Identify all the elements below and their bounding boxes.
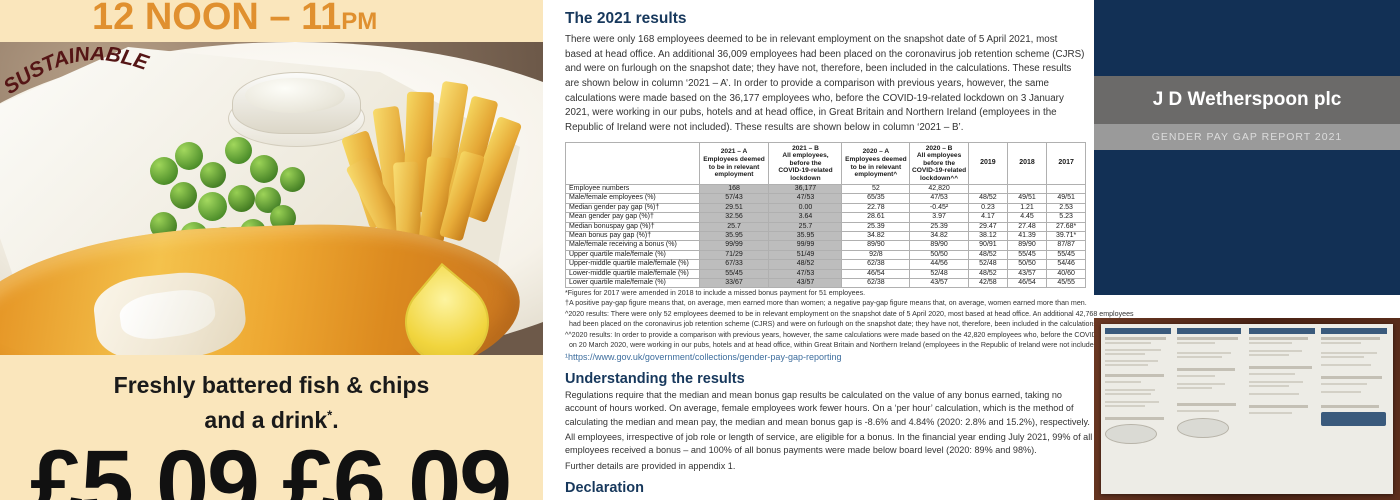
svg-text:SUSTAINABLE: SUSTAINABLE [5, 47, 152, 99]
